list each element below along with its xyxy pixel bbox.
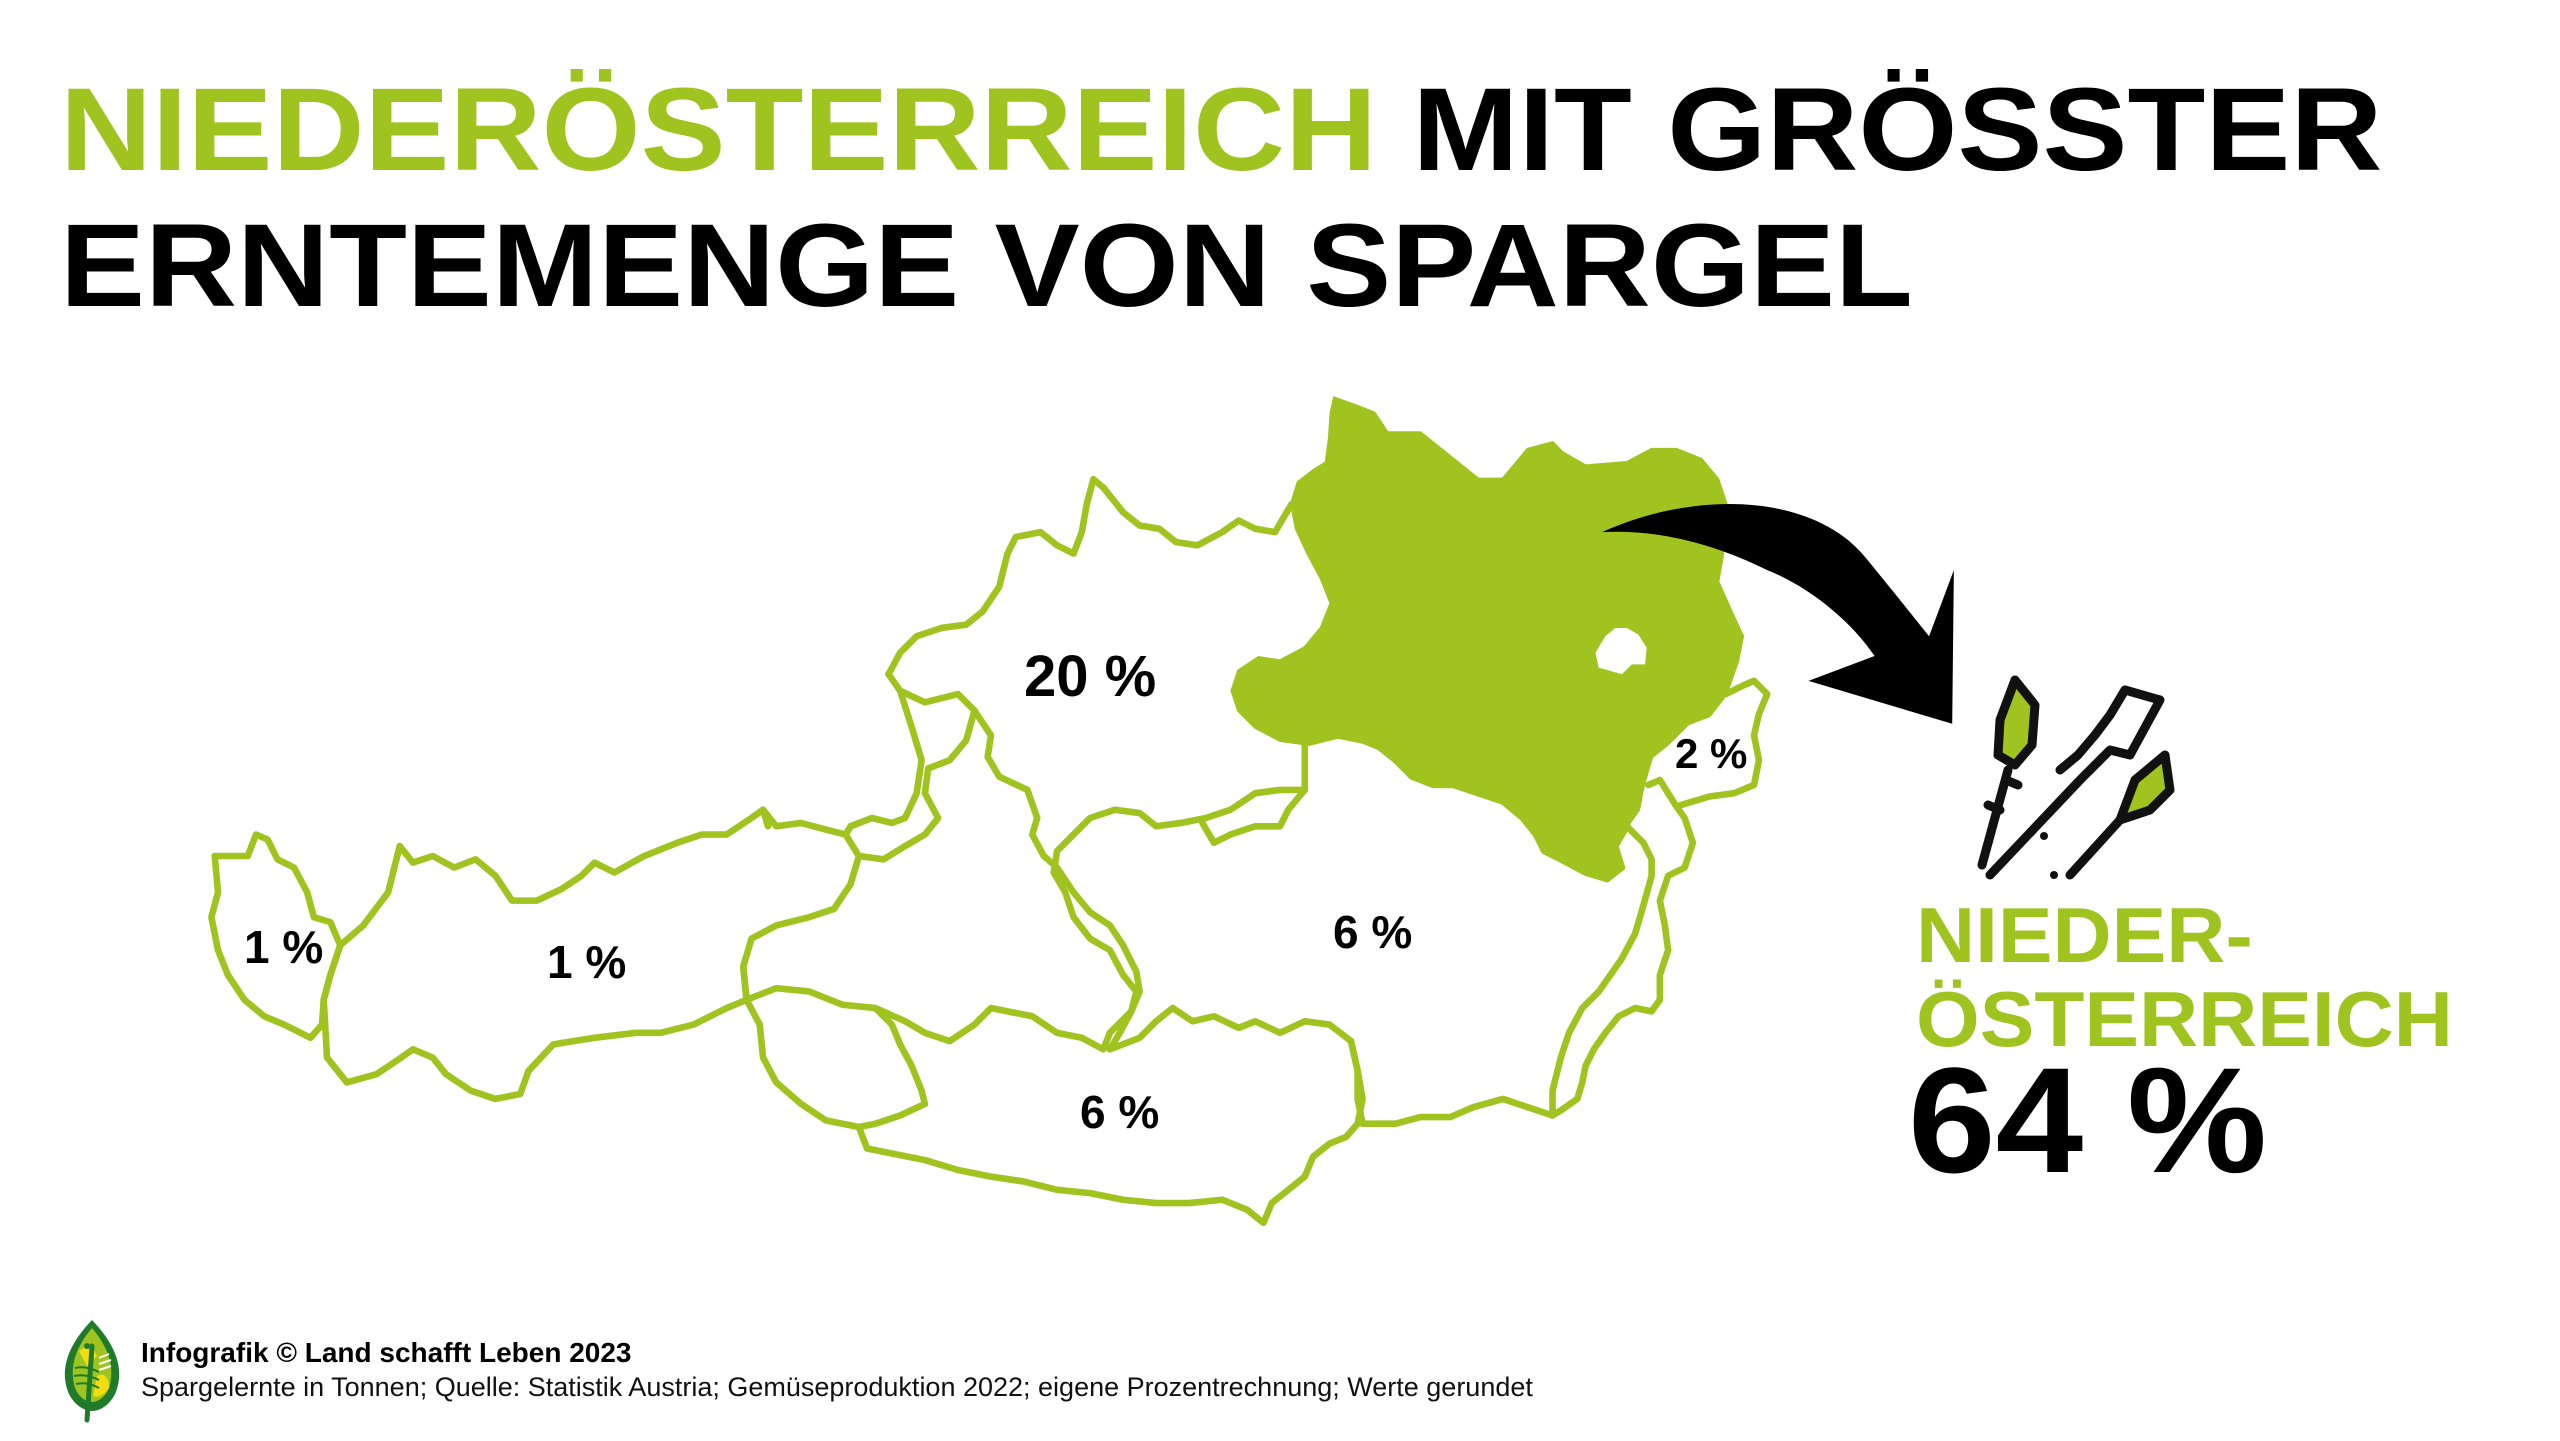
title-highlight: NIEDERÖSTERREICH <box>60 64 1378 196</box>
region-steiermark <box>1053 732 1655 1128</box>
footer-credit: Infografik © Land schafft Leben 2023 <box>141 1337 632 1368</box>
label-steiermark: 6 % <box>1333 906 1413 958</box>
region-oberoesterreich <box>885 475 1295 871</box>
footer-source: Spargelernte in Tonnen; Quelle: Statisti… <box>141 1372 1533 1402</box>
label-vorarlberg: 1 % <box>244 921 324 973</box>
label-oberoesterreich: 20 % <box>1024 644 1157 709</box>
title-rest: MIT GRÖSSTER <box>1377 64 2383 196</box>
leaf-logo-icon <box>64 1320 120 1423</box>
label-kaernten: 6 % <box>1080 1086 1160 1138</box>
hero-region-name: NIEDER- ÖSTERREICH <box>1916 893 2453 1061</box>
page-title: NIEDERÖSTERREICH MIT GRÖSSTER ERNTEMENGE… <box>60 62 2382 334</box>
label-burgenland: 2 % <box>1675 730 1748 777</box>
title-line-2: ERNTEMENGE VON SPARGEL <box>60 200 1913 332</box>
region-kaernten <box>743 996 1366 1227</box>
hero-region-line-2: ÖSTERREICH <box>1916 975 2453 1063</box>
region-niederoesterreich <box>1230 396 1745 881</box>
hero-value: 64 % <box>1908 1036 2268 1204</box>
region-tirol <box>320 806 863 1103</box>
label-tirol: 1 % <box>547 936 627 988</box>
hero-region-line-1: NIEDER- <box>1916 891 2253 979</box>
footer: Infografik © Land schafft Leben 2023 Spa… <box>57 1316 1533 1424</box>
region-salzburg <box>743 670 1309 1053</box>
border-salzburg-tirol <box>739 806 772 1004</box>
asparagus-icon <box>1977 675 2175 880</box>
